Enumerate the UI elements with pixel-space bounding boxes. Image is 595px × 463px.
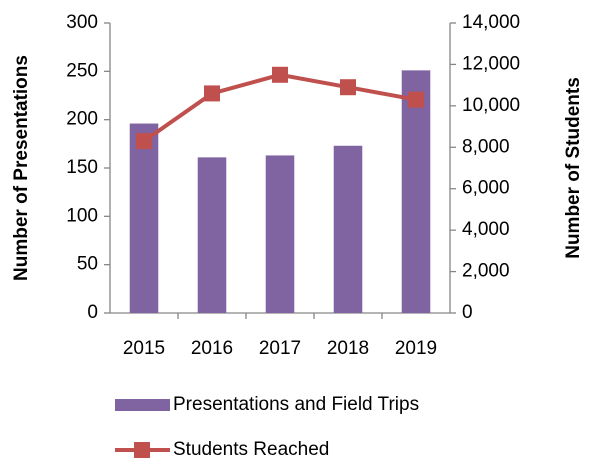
y2-tick-label: 4,000 [462,219,510,240]
y2-tick-label: 8,000 [462,136,510,157]
legend-swatch [134,442,150,458]
y2-axis-title: Number of Students [563,77,584,259]
marker [204,85,220,102]
legend-swatch [115,399,170,411]
y-tick-label: 300 [66,12,98,33]
y2-tick-label: 0 [462,302,473,323]
legend-label: Presentations and Field Trips [173,394,419,415]
bar [401,70,431,313]
y-tick-label: 0 [87,302,98,323]
bar [265,155,295,313]
marker [136,133,152,150]
bar [333,145,363,313]
x-tick-label: 2018 [327,338,369,359]
line [142,72,417,143]
y2-tick-label: 10,000 [462,95,520,116]
bar [197,157,227,313]
x-tick-label: 2019 [395,338,437,359]
marker [408,91,424,108]
y2-tick-label: 14,000 [462,12,520,33]
y-tick-label: 50 [77,254,98,275]
y-axis-title: Number of Presentations [11,55,32,281]
y-tick-label: 150 [66,157,98,178]
y2-tick-label: 2,000 [462,261,510,282]
y2-tick-label: 6,000 [462,178,510,199]
y-tick-label: 100 [66,205,98,226]
y-tick-label: 200 [66,109,98,130]
y-tick-label: 250 [66,60,98,81]
x-tick-label: 2015 [123,338,165,359]
y2-tick-label: 12,000 [462,53,520,74]
marker [272,66,288,83]
x-tick-label: 2017 [259,338,301,359]
legend-label: Students Reached [173,439,329,460]
marker [340,79,356,96]
bar [129,123,159,314]
x-tick-label: 2016 [191,338,233,359]
